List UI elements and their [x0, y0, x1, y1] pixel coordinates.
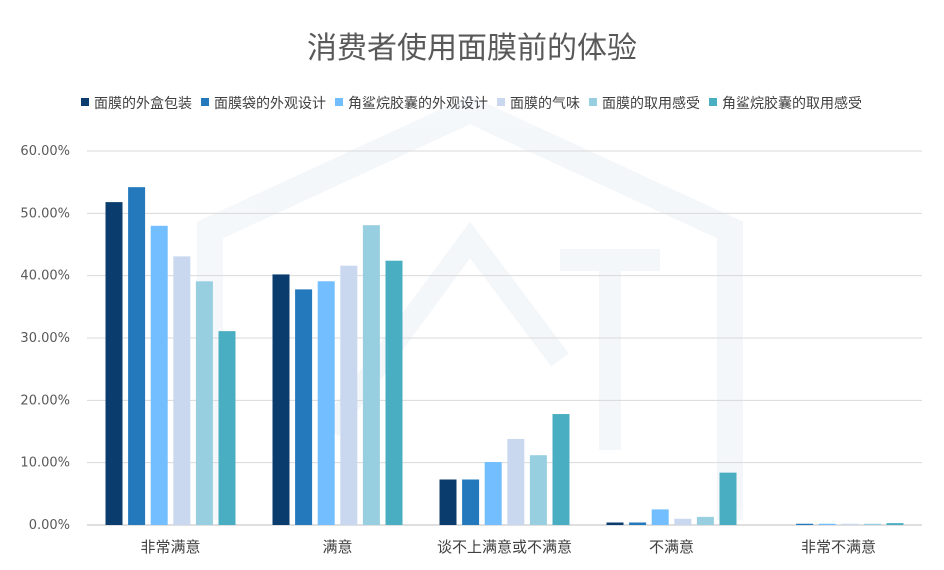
bar — [272, 274, 290, 525]
bar — [651, 509, 669, 525]
bar — [128, 187, 146, 526]
bar — [362, 225, 380, 525]
x-category-label: 不满意 — [649, 538, 694, 556]
bar — [340, 265, 358, 525]
x-category-label: 非常满意 — [140, 538, 200, 556]
y-tick-label: 0.00% — [29, 518, 70, 533]
bar — [385, 260, 403, 525]
y-tick-label: 10.00% — [20, 456, 70, 471]
legend-label: 角鲨烷胶囊的外观设计 — [348, 95, 488, 112]
legend-swatch — [201, 98, 209, 106]
bar — [218, 331, 236, 525]
x-category-label: 满意 — [322, 538, 352, 556]
legend-label: 面膜袋的外观设计 — [214, 96, 326, 112]
y-axis-ticks: 0.00% 10.00% 20.00% 30.00% 40.00% 50.00% 60.00… — [20, 144, 70, 533]
legend-swatch — [335, 98, 343, 106]
bar — [529, 455, 547, 525]
bar — [105, 202, 123, 525]
bar — [719, 472, 737, 525]
bar — [484, 462, 502, 525]
bars — [105, 187, 904, 526]
x-category-label: 谈不上满意或不满意 — [437, 538, 572, 556]
x-category-label: 非常不满意 — [801, 538, 876, 556]
bar — [606, 522, 624, 525]
x-axis-categories: 非常满意 满意 谈不上满意或不满意 不满意 非常不满意 — [140, 538, 876, 556]
y-tick-label: 20.00% — [20, 393, 70, 408]
y-tick-label: 30.00% — [20, 331, 70, 346]
bar — [295, 289, 313, 525]
bar — [841, 523, 859, 525]
bar — [863, 523, 881, 525]
bar — [195, 281, 213, 525]
bar — [796, 523, 814, 525]
legend-label: 面膜的气味 — [510, 96, 580, 112]
legend-label: 角鲨烷胶囊的取用感受 — [722, 95, 862, 112]
bar — [552, 414, 570, 525]
bar — [462, 479, 480, 525]
chart-title: 消费者使用面膜前的体验 — [307, 31, 637, 66]
legend-swatch — [81, 98, 89, 106]
bar — [150, 225, 168, 526]
legend-label: 面膜的外盒包装 — [94, 95, 192, 112]
y-tick-label: 60.00% — [20, 144, 70, 159]
bar — [696, 516, 714, 525]
legend-swatch — [709, 98, 717, 106]
y-tick-label: 50.00% — [20, 206, 70, 221]
legend: 面膜的外盒包装 面膜袋的外观设计 角鲨烷胶囊的外观设计 面膜的气味 面膜的取用感受 角鲨烷… — [81, 95, 862, 112]
bar — [507, 438, 525, 525]
bar — [674, 518, 692, 525]
y-tick-label: 40.00% — [20, 269, 70, 284]
legend-swatch — [589, 98, 597, 106]
bar — [439, 479, 457, 525]
legend-swatch — [497, 98, 505, 106]
bar — [317, 281, 335, 525]
bar — [818, 523, 836, 525]
bar — [886, 523, 904, 525]
bar — [173, 256, 191, 525]
bar — [629, 522, 647, 525]
legend-label: 面膜的取用感受 — [602, 95, 700, 112]
